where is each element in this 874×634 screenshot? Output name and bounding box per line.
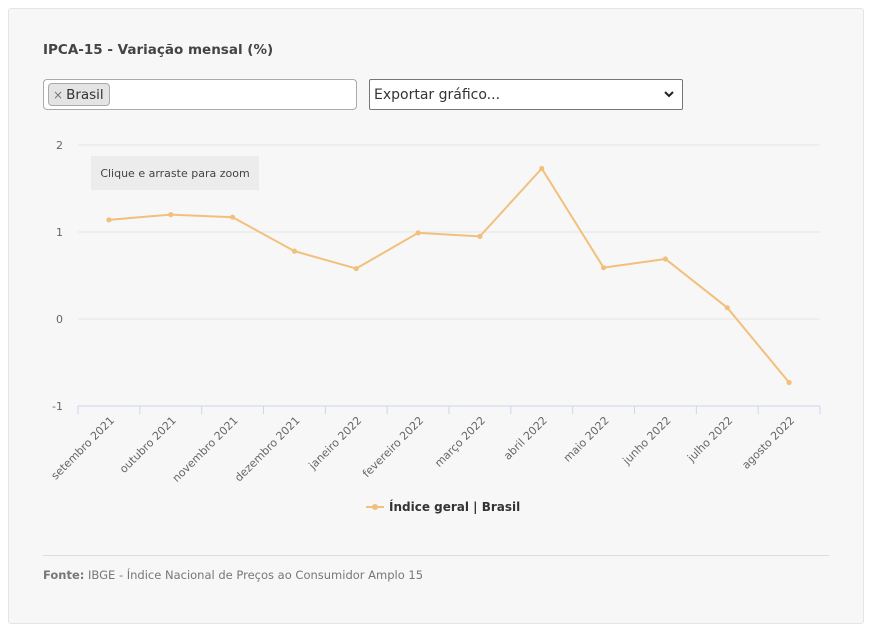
data-point[interactable] xyxy=(106,217,112,223)
source-note: Fonte: IBGE - Índice Nacional de Preços … xyxy=(43,568,423,582)
x-tick-label: abril 2022 xyxy=(501,414,550,463)
x-tick-label: janeiro 2022 xyxy=(306,414,365,473)
x-tick-label: julho 2022 xyxy=(684,414,735,465)
data-point[interactable] xyxy=(539,165,545,172)
remove-tag-icon[interactable]: × xyxy=(53,87,64,102)
x-tick-label: dezembro 2021 xyxy=(232,414,302,484)
zoom-hint-box xyxy=(91,156,259,190)
x-tick-label: setembro 2021 xyxy=(49,414,117,482)
location-tag-label: Brasil xyxy=(66,86,104,103)
y-tick-label: -1 xyxy=(52,400,63,413)
series-line xyxy=(108,167,790,384)
source-text: IBGE - Índice Nacional de Preços ao Cons… xyxy=(88,568,424,582)
legend-marker xyxy=(372,504,378,510)
zoom-hint-text: Clique e arraste para zoom xyxy=(100,167,249,180)
location-filter-input[interactable]: × Brasil xyxy=(43,79,357,110)
data-point[interactable] xyxy=(415,230,421,236)
data-point[interactable] xyxy=(229,214,236,220)
zoom-hint: Clique e arraste para zoom xyxy=(91,156,259,190)
legend-label: Índice geral | Brasil xyxy=(389,499,520,514)
x-tick-label: outubro 2021 xyxy=(117,414,179,476)
footer-divider xyxy=(43,555,829,556)
x-tick-label: novembro 2021 xyxy=(170,414,241,485)
data-point[interactable] xyxy=(353,265,359,272)
data-point[interactable] xyxy=(168,212,174,218)
data-point[interactable] xyxy=(477,233,483,239)
location-tag[interactable]: × Brasil xyxy=(48,83,110,106)
x-tick-label: agosto 2022 xyxy=(739,414,797,472)
data-point[interactable] xyxy=(724,305,730,311)
x-tick-label: março 2022 xyxy=(432,414,488,470)
x-tick-label: maio 2022 xyxy=(561,414,612,465)
y-tick-label: 2 xyxy=(56,139,63,152)
x-tick-label: fevereiro 2022 xyxy=(360,414,426,480)
chart-title: IPCA-15 - Variação mensal (%) xyxy=(43,42,274,58)
data-point[interactable] xyxy=(291,248,298,254)
y-tick-label: 0 xyxy=(56,313,63,326)
source-label: Fonte: xyxy=(43,568,85,582)
data-point[interactable] xyxy=(600,265,607,271)
data-point[interactable] xyxy=(662,256,669,262)
export-chart-select[interactable]: Exportar gráfico... xyxy=(369,79,683,110)
export-select-value: Exportar gráfico... xyxy=(374,86,501,103)
chart-legend[interactable]: Índice geral | Brasil xyxy=(366,499,520,514)
chart-card xyxy=(8,8,864,624)
x-tick-label: junho 2022 xyxy=(620,414,674,468)
y-tick-label: 1 xyxy=(56,226,63,239)
chevron-down-icon xyxy=(664,91,674,98)
data-point[interactable] xyxy=(786,379,792,386)
